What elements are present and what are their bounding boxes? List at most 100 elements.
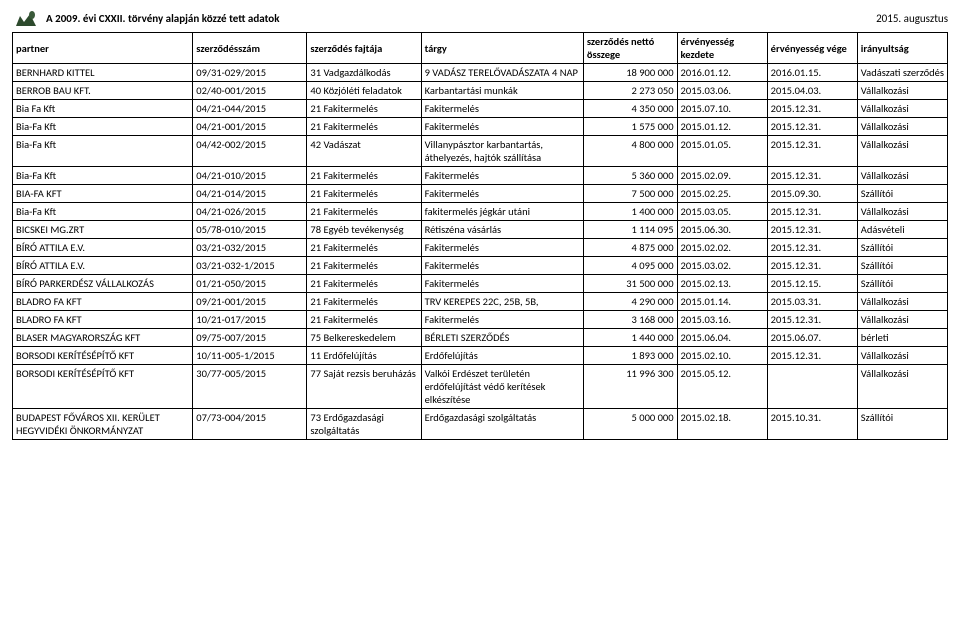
cell-kezd: 2015.01.12. (677, 118, 767, 136)
cell-netto: 4 800 000 (583, 136, 677, 167)
page-title: A 2009. évi CXXII. törvény alapján közzé… (46, 12, 280, 25)
cell-netto: 1 440 000 (583, 329, 677, 347)
cell-kezd: 2015.03.06. (677, 82, 767, 100)
cell-netto: 5 000 000 (583, 409, 677, 440)
cell-partner: BUDAPEST FŐVÁROS XII. KERÜLET HEGYVIDÉKI… (13, 409, 193, 440)
cell-vege: 2015.12.31. (767, 347, 857, 365)
cell-szam: 05/78-010/2015 (193, 221, 307, 239)
cell-fajta: 40 Közjóléti feladatok (307, 82, 421, 100)
cell-partner: BIA-FA KFT (13, 185, 193, 203)
cell-vege: 2015.12.31. (767, 221, 857, 239)
col-szerzodesszam: szerződésszám (193, 33, 307, 64)
cell-fajta: 21 Fakitermelés (307, 239, 421, 257)
cell-targy: BÉRLETI SZERZŐDÉS (421, 329, 583, 347)
cell-irany: Szállítói (857, 239, 947, 257)
cell-szam: 04/21-001/2015 (193, 118, 307, 136)
cell-fajta: 21 Fakitermelés (307, 167, 421, 185)
cell-targy: Villanypásztor karbantartás, áthelyezés,… (421, 136, 583, 167)
cell-szam: 10/11-005-1/2015 (193, 347, 307, 365)
cell-szam: 02/40-001/2015 (193, 82, 307, 100)
cell-fajta: 73 Erdőgazdasági szolgáltatás (307, 409, 421, 440)
header-left: A 2009. évi CXXII. törvény alapján közzé… (12, 8, 280, 28)
cell-kezd: 2015.06.30. (677, 221, 767, 239)
cell-fajta: 21 Fakitermelés (307, 311, 421, 329)
table-row: Bia-Fa Kft04/21-026/201521 Fakitermelésf… (13, 203, 948, 221)
cell-vege: 2015.09.30. (767, 185, 857, 203)
cell-irany: Vállalkozási (857, 311, 947, 329)
cell-netto: 7 500 000 (583, 185, 677, 203)
cell-irany: Vállalkozási (857, 365, 947, 409)
cell-vege: 2015.12.31. (767, 167, 857, 185)
cell-szam: 01/21-050/2015 (193, 275, 307, 293)
cell-partner: BORSODI KERÍTÉSÉPÍTŐ KFT (13, 347, 193, 365)
cell-kezd: 2015.06.04. (677, 329, 767, 347)
cell-irany: bérleti (857, 329, 947, 347)
col-iranyultsag: irányultság (857, 33, 947, 64)
cell-targy: Karbantartási munkák (421, 82, 583, 100)
table-row: BLASER MAGYARORSZÁG KFT09/75-007/201575 … (13, 329, 948, 347)
cell-targy: 9 VADÁSZ TERELŐVADÁSZATA 4 NAP (421, 64, 583, 82)
table-row: BUDAPEST FŐVÁROS XII. KERÜLET HEGYVIDÉKI… (13, 409, 948, 440)
col-targy: tárgy (421, 33, 583, 64)
cell-netto: 18 900 000 (583, 64, 677, 82)
cell-kezd: 2016.01.12. (677, 64, 767, 82)
cell-fajta: 42 Vadászat (307, 136, 421, 167)
cell-targy: Fakitermelés (421, 167, 583, 185)
cell-szam: 04/21-014/2015 (193, 185, 307, 203)
cell-irany: Vállalkozási (857, 167, 947, 185)
cell-targy: Fakitermelés (421, 185, 583, 203)
cell-targy: Fakitermelés (421, 311, 583, 329)
cell-irany: Vállalkozási (857, 136, 947, 167)
cell-partner: BERROB BAU KFT. (13, 82, 193, 100)
cell-vege: 2015.12.31. (767, 239, 857, 257)
cell-irany: Vállalkozási (857, 293, 947, 311)
table-row: BICSKEI MG.ZRT05/78-010/201578 Egyéb tev… (13, 221, 948, 239)
cell-fajta: 21 Fakitermelés (307, 185, 421, 203)
data-table: partner szerződésszám szerződés fajtája … (12, 32, 948, 440)
cell-netto: 1 400 000 (583, 203, 677, 221)
cell-kezd: 2015.01.14. (677, 293, 767, 311)
cell-targy: Rétiszéna vásárlás (421, 221, 583, 239)
cell-irany: Vállalkozási (857, 100, 947, 118)
table-row: BÍRÓ PARKERDÉSZ VÁLLALKOZÁS01/21-050/201… (13, 275, 948, 293)
cell-partner: BLADRO FA KFT (13, 293, 193, 311)
cell-irany: Vállalkozási (857, 347, 947, 365)
cell-szam: 09/21-001/2015 (193, 293, 307, 311)
cell-vege: 2015.06.07. (767, 329, 857, 347)
cell-partner: BICSKEI MG.ZRT (13, 221, 193, 239)
cell-kezd: 2015.07.10. (677, 100, 767, 118)
cell-partner: BLADRO FA KFT (13, 311, 193, 329)
cell-partner: Bia-Fa Kft (13, 203, 193, 221)
cell-fajta: 77 Saját rezsis beruházás (307, 365, 421, 409)
cell-partner: Bia-Fa Kft (13, 136, 193, 167)
cell-vege: 2015.12.31. (767, 257, 857, 275)
cell-irany: Vadászati szerződés (857, 64, 947, 82)
cell-szam: 04/21-044/2015 (193, 100, 307, 118)
cell-targy: Erdőfelújítás (421, 347, 583, 365)
cell-targy: Fakitermelés (421, 257, 583, 275)
cell-netto: 1 114 095 (583, 221, 677, 239)
col-vege: érvényesség vége (767, 33, 857, 64)
cell-partner: Bia Fa Kft (13, 100, 193, 118)
cell-vege: 2015.03.31. (767, 293, 857, 311)
table-row: BÍRÓ ATTILA E.V.03/21-032/201521 Fakiter… (13, 239, 948, 257)
cell-netto: 1 575 000 (583, 118, 677, 136)
cell-kezd: 2015.03.05. (677, 203, 767, 221)
cell-kezd: 2015.02.18. (677, 409, 767, 440)
cell-szam: 07/73-004/2015 (193, 409, 307, 440)
table-row: Bia-Fa Kft04/42-002/201542 VadászatVilla… (13, 136, 948, 167)
cell-kezd: 2015.02.02. (677, 239, 767, 257)
table-row: Bia-Fa Kft04/21-010/201521 FakitermelésF… (13, 167, 948, 185)
cell-szam: 04/21-010/2015 (193, 167, 307, 185)
cell-vege: 2015.12.31. (767, 136, 857, 167)
col-szerzodes-fajtaja: szerződés fajtája (307, 33, 421, 64)
cell-partner: BORSODI KERÍTÉSÉPÍTŐ KFT (13, 365, 193, 409)
cell-fajta: 75 Belkereskedelem (307, 329, 421, 347)
table-row: BORSODI KERÍTÉSÉPÍTŐ KFT30/77-005/201577… (13, 365, 948, 409)
cell-targy: Fakitermelés (421, 100, 583, 118)
cell-netto: 4 290 000 (583, 293, 677, 311)
cell-partner: BERNHARD KITTEL (13, 64, 193, 82)
col-partner: partner (13, 33, 193, 64)
cell-irany: Szállítói (857, 257, 947, 275)
cell-targy: Fakitermelés (421, 275, 583, 293)
